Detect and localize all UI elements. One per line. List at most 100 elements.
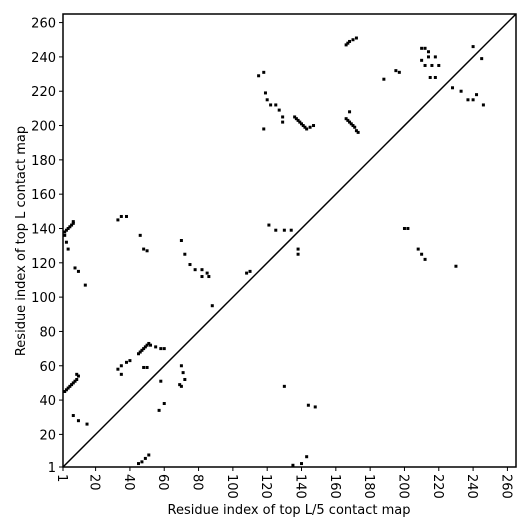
contact-point bbox=[179, 239, 183, 242]
contact-point bbox=[124, 214, 128, 218]
contact-point bbox=[296, 118, 300, 122]
contact-point bbox=[433, 55, 437, 59]
contact-point bbox=[68, 225, 72, 229]
contact-point bbox=[274, 103, 278, 107]
plot-frame bbox=[62, 13, 517, 468]
contact-point bbox=[188, 263, 192, 267]
contact-point bbox=[63, 230, 67, 234]
contact-point bbox=[71, 220, 75, 224]
contact-point bbox=[282, 228, 286, 232]
contact-point bbox=[178, 383, 182, 387]
y-tick-label: 240 bbox=[31, 51, 56, 66]
contact-point bbox=[83, 283, 87, 287]
contact-point bbox=[437, 63, 441, 67]
x-tick-label: 1 bbox=[54, 474, 69, 482]
contact-point bbox=[346, 41, 350, 45]
y-tick-label: 60 bbox=[39, 360, 56, 375]
contact-point bbox=[423, 63, 427, 67]
contact-point bbox=[76, 269, 80, 273]
contact-point bbox=[291, 463, 295, 467]
x-tick-label: 200 bbox=[395, 474, 410, 499]
y-tick-label: 100 bbox=[31, 291, 56, 306]
contact-point bbox=[298, 120, 302, 124]
contact-point bbox=[193, 268, 197, 272]
x-tick-label: 100 bbox=[224, 474, 239, 499]
contact-point bbox=[128, 359, 132, 363]
contact-point bbox=[207, 275, 211, 279]
contact-point bbox=[301, 124, 305, 128]
contact-point bbox=[353, 125, 357, 129]
contact-point bbox=[300, 462, 304, 466]
y-tick-label: 1 bbox=[48, 461, 56, 476]
contact-point bbox=[63, 390, 67, 393]
contact-point bbox=[147, 341, 151, 345]
diagonal-line bbox=[62, 13, 517, 468]
contact-point bbox=[205, 271, 209, 275]
contact-point bbox=[459, 89, 463, 93]
y-tick-label: 20 bbox=[39, 428, 56, 443]
contact-point bbox=[210, 304, 214, 308]
contact-point bbox=[116, 367, 120, 371]
contact-point bbox=[147, 453, 151, 457]
contact-point bbox=[416, 247, 420, 251]
y-tick-label: 120 bbox=[31, 257, 56, 272]
contact-point bbox=[64, 388, 68, 392]
contact-point bbox=[137, 352, 140, 356]
x-tick-label: 220 bbox=[430, 474, 445, 499]
contact-point bbox=[480, 57, 484, 61]
contact-point bbox=[451, 86, 455, 90]
contact-point bbox=[140, 460, 144, 464]
contact-point bbox=[420, 252, 424, 256]
contact-point bbox=[157, 408, 161, 412]
contact-point bbox=[138, 350, 142, 354]
contact-point bbox=[300, 122, 304, 126]
contact-point bbox=[181, 371, 185, 375]
contact-point bbox=[76, 374, 80, 378]
contact-point bbox=[351, 38, 355, 42]
contact-point bbox=[354, 129, 358, 133]
contact-point bbox=[269, 103, 273, 107]
contact-point bbox=[471, 45, 475, 49]
contact-point bbox=[344, 43, 348, 47]
contact-point bbox=[294, 117, 298, 121]
y-tick-label: 260 bbox=[31, 17, 56, 32]
contact-point bbox=[481, 103, 485, 107]
y-tick-label: 220 bbox=[31, 85, 56, 100]
contact-point bbox=[68, 384, 72, 388]
contact-point bbox=[257, 74, 261, 78]
contact-point bbox=[119, 364, 123, 368]
contact-point bbox=[142, 247, 146, 251]
contact-point bbox=[423, 257, 427, 261]
y-tick-label: 40 bbox=[39, 394, 56, 409]
contact-point bbox=[159, 379, 163, 383]
contact-point bbox=[143, 456, 147, 460]
contact-point bbox=[296, 247, 300, 251]
contact-point bbox=[313, 405, 317, 409]
contact-point bbox=[349, 122, 353, 126]
y-tick-label: 180 bbox=[31, 154, 56, 169]
contact-point bbox=[162, 402, 166, 406]
contact-point bbox=[406, 226, 410, 230]
contact-point bbox=[281, 115, 285, 119]
contact-point bbox=[183, 377, 187, 381]
contact-point bbox=[306, 403, 310, 407]
y-axis-label: Residue index of top L contact map bbox=[14, 126, 29, 356]
contact-point bbox=[145, 249, 149, 253]
contact-point bbox=[430, 63, 434, 67]
contact-point bbox=[162, 347, 166, 351]
contact-point bbox=[466, 98, 470, 102]
contact-point bbox=[265, 98, 269, 102]
contact-point bbox=[305, 455, 309, 459]
contact-point bbox=[282, 384, 286, 388]
contact-point bbox=[262, 70, 266, 74]
contact-point bbox=[420, 46, 424, 50]
contact-point bbox=[426, 50, 430, 54]
contact-point bbox=[116, 218, 120, 222]
contact-point bbox=[71, 381, 75, 385]
contact-point bbox=[423, 46, 427, 50]
contact-point bbox=[142, 347, 146, 351]
contact-point bbox=[66, 226, 70, 230]
contact-point bbox=[356, 130, 360, 134]
x-tick-label: 80 bbox=[190, 474, 205, 491]
contact-point bbox=[277, 108, 281, 112]
